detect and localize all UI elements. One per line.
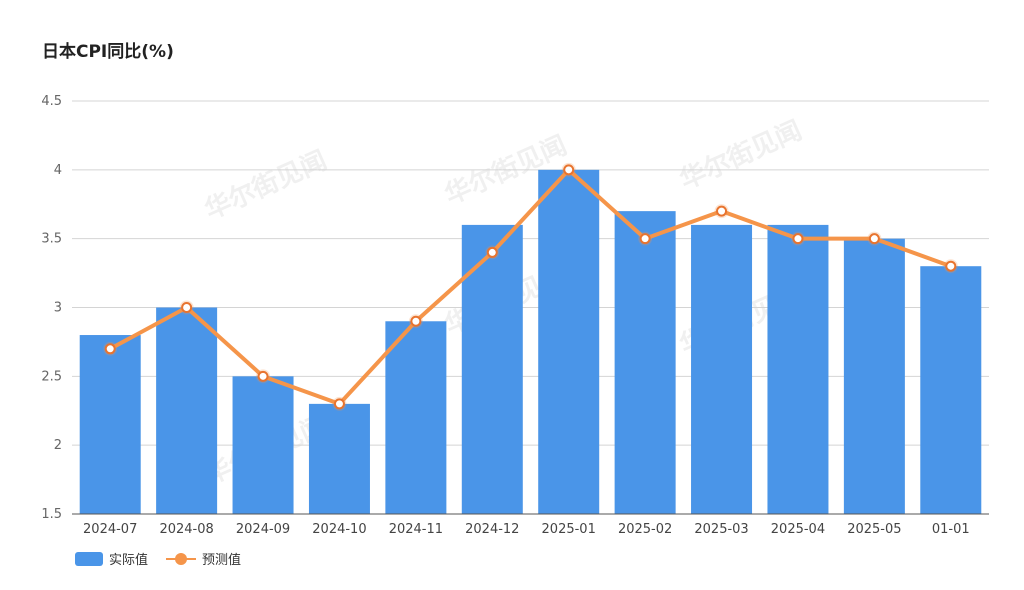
- forecast-point: [410, 315, 422, 327]
- forecast-point: [945, 260, 957, 272]
- forecast-point: [716, 205, 728, 217]
- legend-item-forecast[interactable]: 预测值: [166, 549, 241, 568]
- forecast-point: [257, 370, 269, 382]
- chart-title: 日本CPI同比(%): [42, 42, 174, 62]
- forecast-line: [108, 167, 953, 406]
- forecast-point: [639, 233, 651, 245]
- y-tick-label: 3: [54, 301, 62, 316]
- legend: 实际值 预测值: [75, 549, 241, 568]
- bar: [308, 403, 370, 514]
- bar: [232, 376, 294, 514]
- bar: [691, 224, 753, 514]
- x-tick-label: 2025-05: [847, 522, 901, 537]
- legend-label-forecast: 预测值: [202, 553, 242, 568]
- x-tick-label: 2024-11: [389, 522, 443, 537]
- forecast-point: [868, 233, 880, 245]
- bar: [79, 335, 141, 514]
- legend-bar-swatch: [75, 551, 103, 566]
- bar: [156, 307, 218, 514]
- legend-item-actual[interactable]: 实际值: [75, 549, 148, 568]
- bar: [767, 224, 829, 514]
- legend-line-swatch: [166, 552, 197, 566]
- y-tick-label: 4: [54, 163, 62, 178]
- y-tick-label: 2: [54, 438, 62, 453]
- forecast-point: [563, 164, 575, 176]
- forecast-point: [792, 233, 804, 245]
- y-tick-label: 3.5: [41, 232, 62, 247]
- y-tick-label: 4.5: [41, 94, 62, 109]
- x-tick-label: 2025-03: [694, 522, 748, 537]
- x-tick-label: 2024-10: [312, 522, 366, 537]
- x-tick-label: 2024-12: [465, 522, 519, 537]
- bar: [920, 266, 982, 514]
- bar: [843, 238, 905, 514]
- y-tick-label: 1.5: [41, 507, 62, 522]
- legend-label-actual: 实际值: [109, 553, 149, 568]
- bar: [385, 321, 447, 514]
- forecast-point: [181, 302, 193, 313]
- bar: [538, 169, 600, 515]
- x-tick-label: 2025-04: [771, 522, 825, 537]
- bar: [461, 224, 523, 514]
- forecast-point: [104, 343, 116, 355]
- x-tick-label: 2025-01: [542, 522, 596, 537]
- x-tick-label: 2024-09: [236, 522, 290, 537]
- forecast-point: [486, 246, 498, 258]
- bar: [614, 211, 676, 514]
- x-tick-label: 2024-08: [159, 522, 213, 537]
- y-tick-label: 2.5: [41, 369, 62, 384]
- forecast-point: [333, 398, 345, 410]
- x-tick-label: 01-01: [932, 522, 970, 537]
- x-tick-label: 2025-02: [618, 522, 672, 537]
- x-tick-label: 2024-07: [83, 522, 137, 537]
